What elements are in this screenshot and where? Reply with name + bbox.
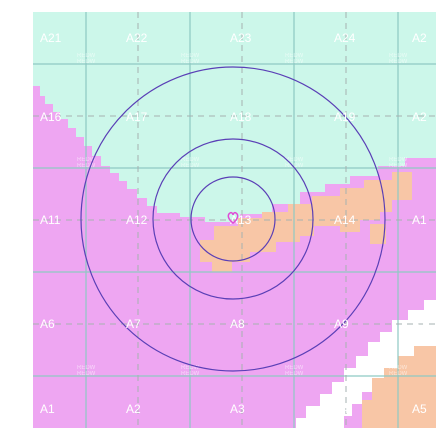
cell-label-a12: A12	[126, 213, 148, 227]
watermark-text: REDW	[77, 157, 96, 163]
cell-label-a1: A1	[40, 402, 55, 416]
cell-label-a18: A18	[230, 110, 252, 124]
watermark-text: REDW	[389, 157, 408, 163]
watermark-text: REDW	[285, 59, 304, 65]
watermark-text: REDW	[181, 53, 200, 59]
cell-label-a24: A24	[334, 31, 356, 45]
cell-label-a7: A7	[126, 317, 141, 331]
range-ring-inner	[190, 176, 276, 262]
cell-labels: A21 A22 A23 A24 A2 A16 A17 A18 A19 A2 A11 A12 A13 A14…	[40, 31, 427, 416]
range-rings	[80, 66, 386, 372]
watermark-text: REDW	[389, 59, 408, 65]
watermark-text: REDW	[389, 163, 408, 169]
watermark-text: REDW	[181, 371, 200, 377]
watermark-layer: REDWREDWREDWREDWREDWREDWREDWREDWREDWREDW…	[77, 53, 408, 377]
cell-label-a16: A16	[40, 110, 62, 124]
watermark-text: REDW	[181, 163, 200, 169]
cell-label-a8: A8	[230, 317, 245, 331]
cell-label-a13: A13	[230, 213, 252, 227]
cell-label-a14: A14	[334, 213, 356, 227]
accent-zone	[362, 346, 436, 428]
heart-icon	[227, 211, 239, 224]
grid-lines	[33, 12, 436, 428]
watermark-text: REDW	[285, 157, 304, 163]
cell-label-a25: A2	[412, 31, 427, 45]
left-margin	[0, 0, 33, 428]
cell-label-a3: A3	[230, 402, 245, 416]
cell-label-a19: A19	[334, 110, 356, 124]
watermark-text: REDW	[285, 371, 304, 377]
cell-label-a9: A9	[334, 317, 349, 331]
range-ring-middle	[152, 138, 314, 300]
accent-zone	[370, 224, 386, 244]
watermark-text: REDW	[389, 371, 408, 377]
watermark-text: REDW	[77, 365, 96, 371]
cell-label-a10: A1	[412, 317, 427, 331]
cell-label-a5: A5	[412, 402, 427, 416]
cell-label-a2: A2	[126, 402, 141, 416]
accent-zone	[200, 172, 412, 272]
cell-label-a4: A4	[334, 402, 349, 416]
cell-label-a6: A6	[40, 317, 55, 331]
cell-label-a17: A17	[126, 110, 148, 124]
center-marker[interactable]	[227, 211, 239, 224]
watermark-text: REDW	[181, 365, 200, 371]
watermark-text: REDW	[77, 53, 96, 59]
watermark-text: REDW	[389, 53, 408, 59]
cell-label-a20: A2	[412, 110, 427, 124]
watermark-text: REDW	[181, 157, 200, 163]
watermark-text: REDW	[389, 365, 408, 371]
watermark-text: REDW	[77, 163, 96, 169]
watermark-text: REDW	[77, 59, 96, 65]
range-ring-outer	[80, 66, 386, 372]
watermark-text: REDW	[77, 371, 96, 377]
cell-label-a22: A22	[126, 31, 148, 45]
cell-label-a21: A21	[40, 31, 62, 45]
cell-label-a23: A23	[230, 31, 252, 45]
cell-label-a15: A1	[412, 213, 427, 227]
watermark-text: REDW	[181, 59, 200, 65]
watermark-text: REDW	[285, 53, 304, 59]
white-zone	[296, 300, 436, 428]
watermark-text: REDW	[285, 163, 304, 169]
watermark-text: REDW	[285, 365, 304, 371]
cell-label-a11: A11	[40, 213, 61, 227]
